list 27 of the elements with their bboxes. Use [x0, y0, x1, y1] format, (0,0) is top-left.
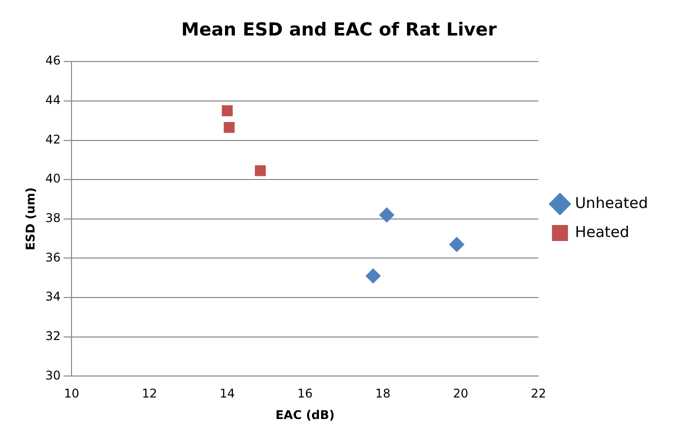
legend-label: Unheated [574, 194, 648, 212]
x-tick-label: 16 [297, 386, 313, 401]
y-tick-label: 32 [45, 329, 61, 343]
legend-label: Heated [574, 222, 630, 241]
point [222, 105, 233, 116]
x-tick-label: 18 [375, 386, 390, 401]
x-tick-label: 14 [220, 386, 235, 401]
y-tick-label: 36 [45, 250, 61, 264]
x-axis-title: EAC (dB) [275, 408, 335, 422]
y-tick-label: 40 [45, 172, 61, 186]
x-tick-label: 12 [142, 386, 158, 401]
chart-title: Mean ESD and EAC of Rat Liver [181, 19, 497, 40]
x-tick-label: 22 [530, 386, 546, 401]
y-tick-label: 46 [45, 54, 61, 68]
point [366, 268, 381, 284]
point [379, 207, 394, 222]
y-axis-title: ESD (um) [23, 187, 38, 250]
point [224, 122, 235, 133]
point [254, 165, 266, 176]
y-tick-label: 30 [45, 368, 61, 382]
y-tick-label: 34 [45, 290, 61, 304]
y-tick-label: 42 [45, 132, 61, 146]
y-tick-label: 44 [45, 93, 61, 108]
x-tick-label: 20 [453, 386, 468, 401]
point [449, 236, 464, 252]
x-tick-label: 10 [64, 386, 80, 401]
y-tick-label: 38 [45, 211, 61, 226]
